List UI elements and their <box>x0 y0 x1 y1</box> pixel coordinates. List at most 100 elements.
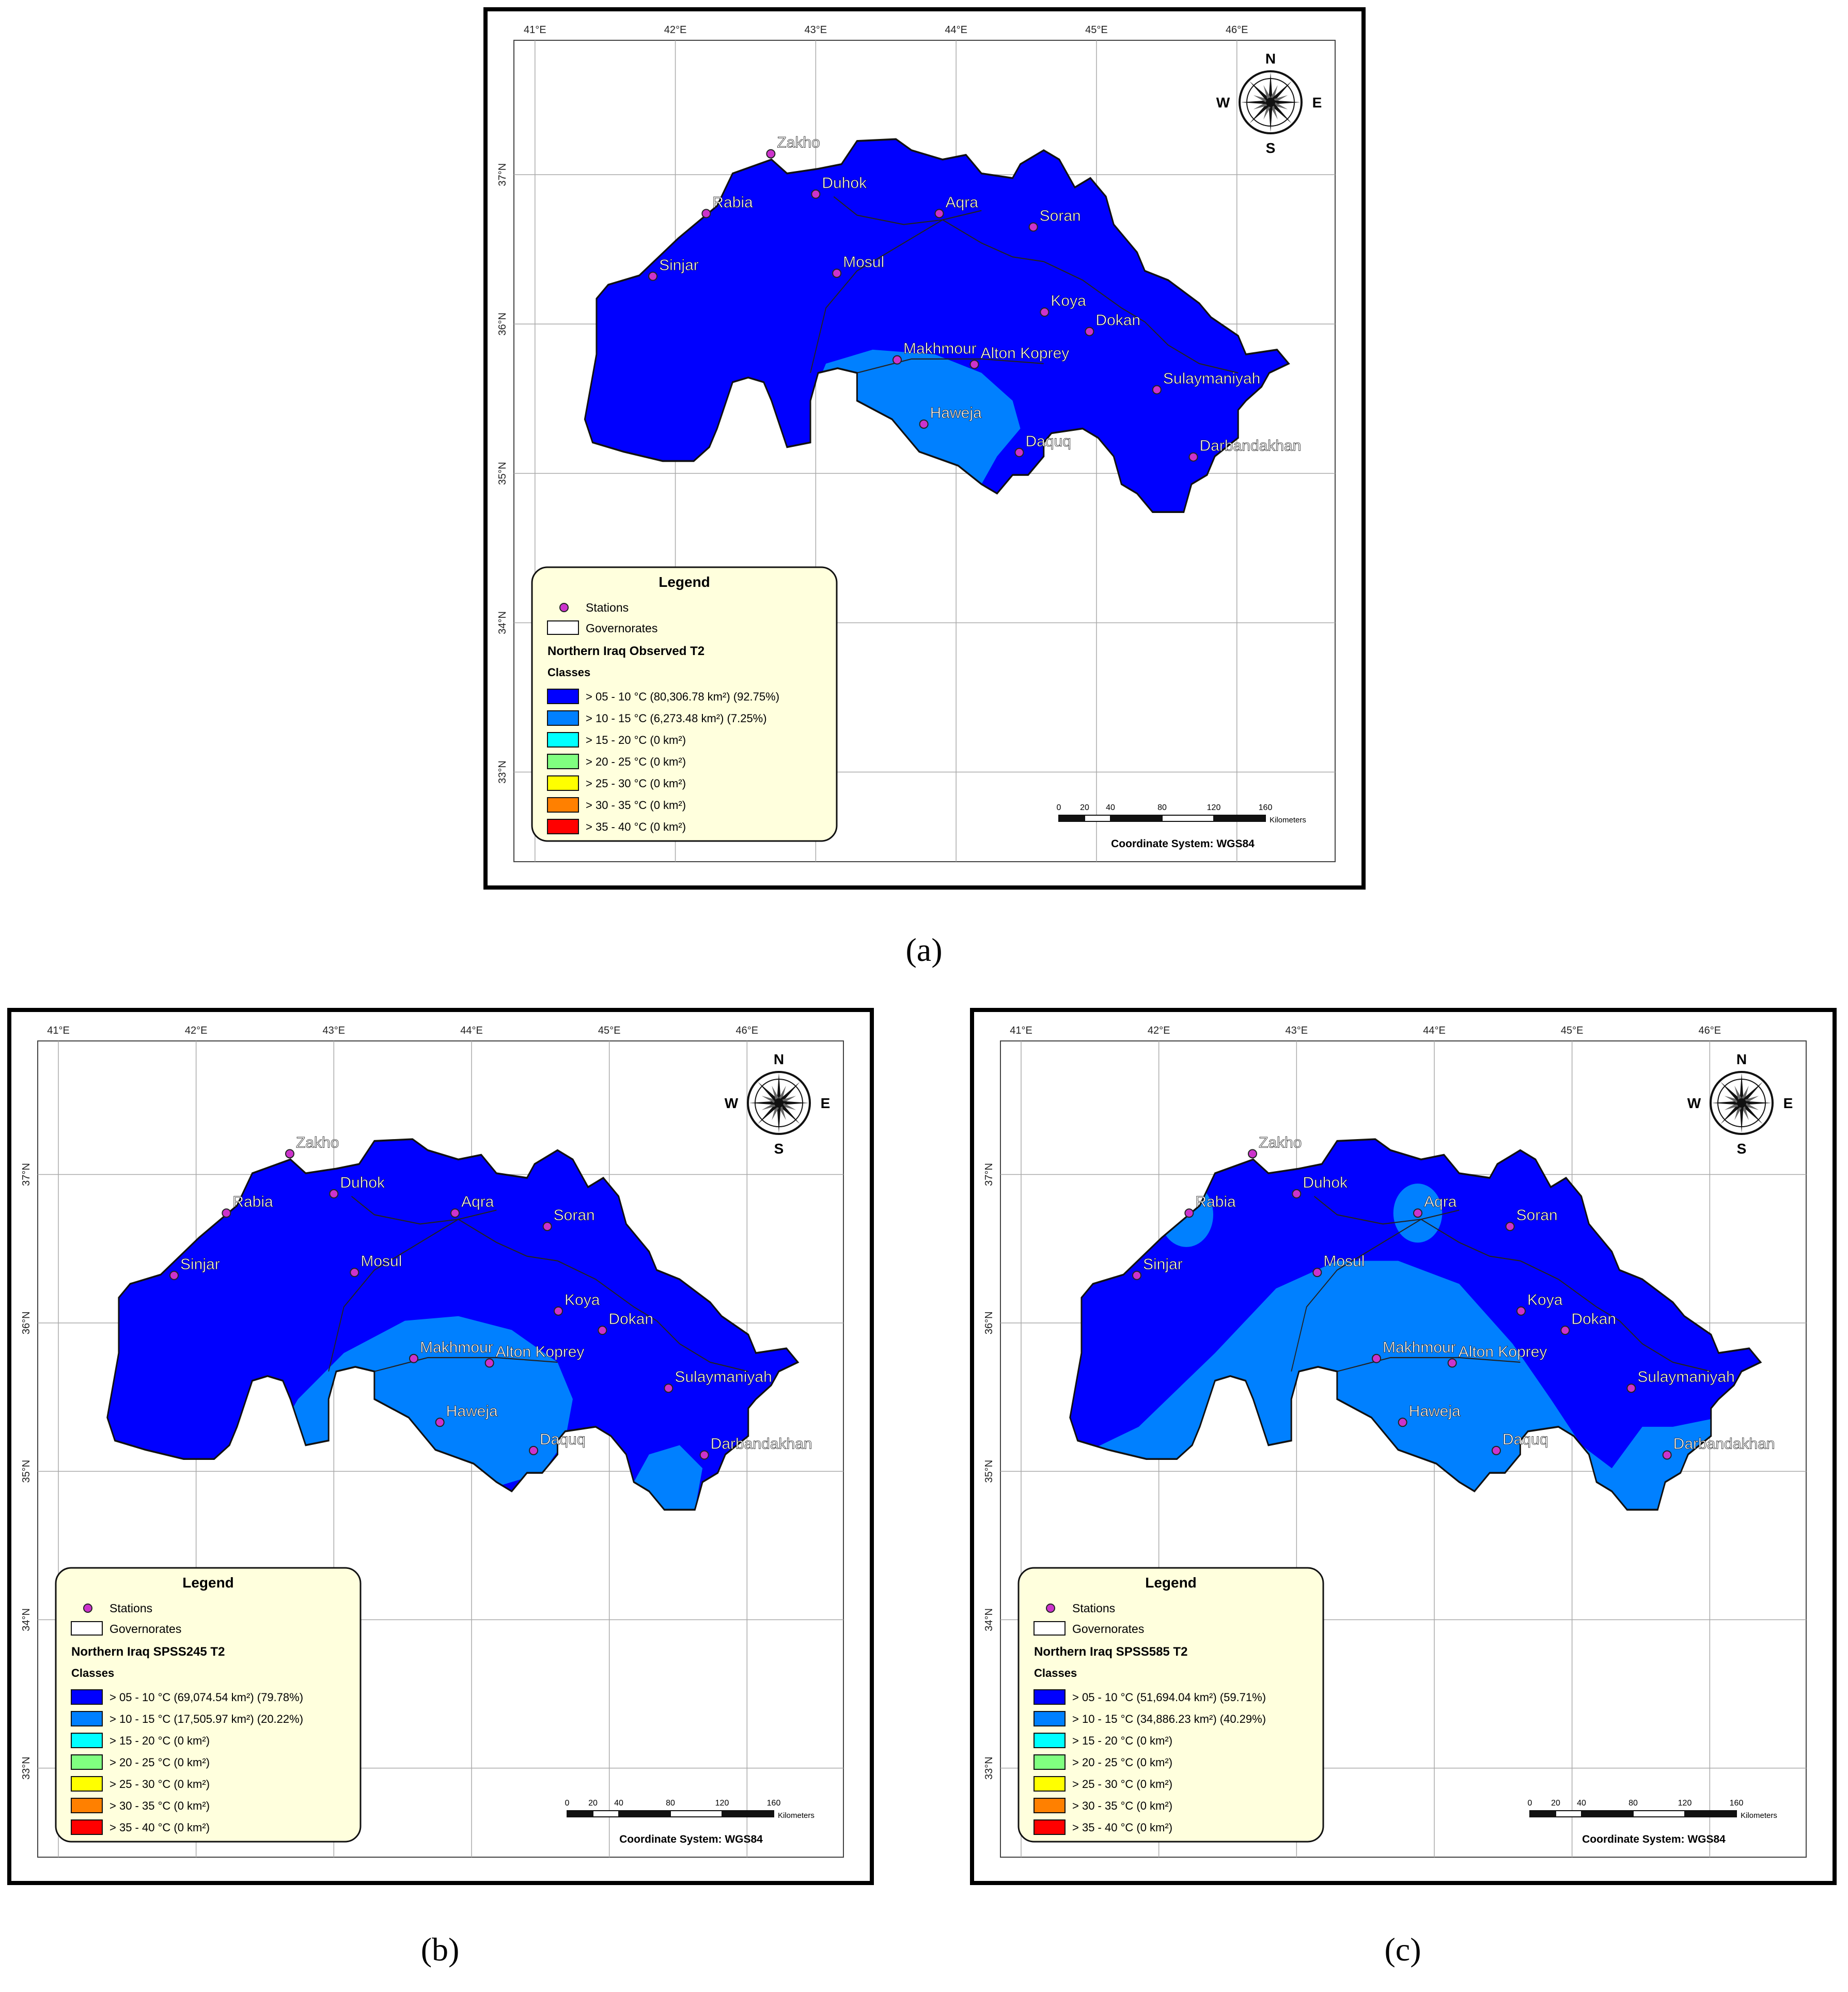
station-marker[interactable] <box>598 1326 607 1335</box>
station-label: Zakho <box>1259 1134 1302 1151</box>
station-marker[interactable] <box>450 1208 460 1218</box>
station-marker[interactable] <box>1492 1445 1501 1455</box>
scale-tick-label: 0 <box>1057 803 1061 812</box>
legend-class-swatch <box>1033 1754 1066 1770</box>
scale-bar: 0 20 40 80 120 160 Kilometers Coordinate System… <box>1057 803 1306 850</box>
station-marker[interactable] <box>1132 1270 1141 1280</box>
station-marker[interactable] <box>892 355 902 365</box>
station-marker[interactable] <box>766 149 776 159</box>
station-marker[interactable] <box>484 1358 494 1368</box>
legend-class-swatch <box>1033 1776 1066 1792</box>
governorate-boundary <box>1043 261 1145 323</box>
station-marker[interactable] <box>934 209 944 219</box>
lat-label: 37°N <box>497 163 508 186</box>
station-marker[interactable] <box>1505 1222 1515 1232</box>
region-layer <box>584 138 1290 513</box>
station-marker[interactable] <box>554 1306 563 1316</box>
station-label: Alton Koprey <box>496 1343 585 1360</box>
class-10-15-area <box>810 349 1021 485</box>
lat-label: 37°N <box>21 1163 32 1186</box>
station-marker[interactable] <box>435 1418 445 1427</box>
station-marker[interactable] <box>1152 385 1162 395</box>
station-marker[interactable] <box>969 360 979 369</box>
legend-class-label: > 05 - 10 °C (69,074.54 km²) (79.78%) <box>109 1691 303 1704</box>
station-marker[interactable] <box>222 1208 231 1218</box>
scale-bar-segment <box>1162 815 1214 822</box>
legend-class-label: > 10 - 15 °C (34,886.23 km²) (40.29%) <box>1072 1713 1266 1725</box>
compass-rose-icon: N S E W <box>1687 1051 1793 1157</box>
station-marker[interactable] <box>701 209 711 219</box>
station-marker[interactable] <box>811 189 821 199</box>
lat-label: 34°N <box>983 1608 995 1631</box>
scale-tick-label: 20 <box>1080 803 1089 812</box>
legend-class-label: > 10 - 15 °C (6,273.48 km²) (7.25%) <box>586 712 767 725</box>
station-label: Sulaymaniyah <box>1163 370 1260 387</box>
scale-bar: 0 20 40 80 120 160 Kilometers Coordinate System… <box>565 1799 815 1845</box>
governorate-boundary <box>351 1195 497 1225</box>
lat-label: 33°N <box>983 1756 995 1780</box>
governorate-boundary <box>1619 1320 1711 1372</box>
station-marker[interactable] <box>1292 1189 1302 1199</box>
station-marker[interactable] <box>1398 1418 1407 1427</box>
scale-bar-segment <box>1555 1810 1582 1817</box>
station-marker[interactable] <box>1560 1326 1570 1335</box>
station-marker[interactable] <box>699 1450 709 1460</box>
scale-bar-segment <box>1684 1810 1737 1817</box>
station-marker[interactable] <box>1516 1306 1526 1316</box>
station-marker[interactable] <box>1040 307 1050 317</box>
station-marker[interactable] <box>832 268 842 278</box>
governorate-boundary <box>942 219 1044 262</box>
scale-tick-label: 120 <box>715 1799 729 1808</box>
legend-box <box>55 1567 362 1843</box>
station-marker[interactable] <box>1188 452 1198 462</box>
station-marker[interactable] <box>169 1270 179 1280</box>
legend-class-label: > 35 - 40 °C (0 km²) <box>586 820 686 833</box>
station-label: Dokan <box>1095 312 1140 329</box>
lon-label: 42°E <box>185 1025 208 1036</box>
station-marker[interactable] <box>1447 1358 1457 1368</box>
station-marker[interactable] <box>1028 222 1038 232</box>
station-marker[interactable] <box>329 1189 339 1199</box>
station-marker[interactable] <box>648 271 658 281</box>
legend-class-swatch <box>547 754 579 769</box>
station-marker[interactable] <box>1184 1208 1194 1218</box>
scale-tick-label: 80 <box>1157 803 1167 812</box>
station-marker[interactable] <box>1085 326 1094 336</box>
station-marker[interactable] <box>1413 1208 1422 1218</box>
station-marker[interactable] <box>409 1353 418 1363</box>
station-label: Daquq <box>1502 1431 1548 1448</box>
station-marker[interactable] <box>350 1268 359 1278</box>
station-label: Haweja <box>1409 1403 1461 1420</box>
station-marker[interactable] <box>1372 1353 1381 1363</box>
legend-governorate-symbol <box>71 1621 103 1636</box>
station-marker[interactable] <box>1248 1149 1257 1159</box>
station-marker[interactable] <box>529 1445 538 1455</box>
station-label: Zakho <box>296 1134 339 1151</box>
station-label: Rabia <box>1195 1193 1236 1210</box>
station-marker[interactable] <box>1014 447 1024 457</box>
scale-tick-label: 20 <box>1551 1799 1560 1808</box>
station-marker[interactable] <box>1312 1268 1322 1278</box>
legend-governorate-symbol <box>1033 1621 1066 1636</box>
station-marker[interactable] <box>919 419 929 429</box>
lon-label: 46°E <box>736 1025 759 1036</box>
station-marker[interactable] <box>285 1149 294 1159</box>
station-label: Zakho <box>777 134 820 151</box>
legend-stations-label: Stations <box>1072 1601 1115 1615</box>
scale-tick-label: 40 <box>1577 1799 1586 1808</box>
station-label: Duhok <box>1303 1174 1348 1191</box>
region-layer <box>106 1138 800 1511</box>
legend: Legend Stations Governorates Northern Iraq … <box>1017 1567 1324 1843</box>
lon-label: 44°E <box>460 1025 483 1036</box>
map-panel-c: 41°E 42°E 43°E 44°E 45°E 46°E 37°N 36°N 35°N 34°N… <box>970 1008 1837 1885</box>
legend-governorates-label: Governorates <box>586 621 657 635</box>
lat-label: 33°N <box>21 1756 32 1780</box>
graticule: 41°E 42°E 43°E 44°E 45°E 46°E 37°N 36°N 35°N 34°N… <box>497 24 1335 862</box>
station-marker[interactable] <box>1662 1450 1672 1460</box>
station-label: Rabia <box>232 1193 273 1210</box>
station-marker[interactable] <box>664 1383 674 1393</box>
scale-tick-label: 120 <box>1678 1799 1692 1808</box>
station-marker[interactable] <box>1626 1383 1636 1393</box>
station-marker[interactable] <box>542 1222 552 1232</box>
station-label: Aqra <box>461 1193 494 1210</box>
